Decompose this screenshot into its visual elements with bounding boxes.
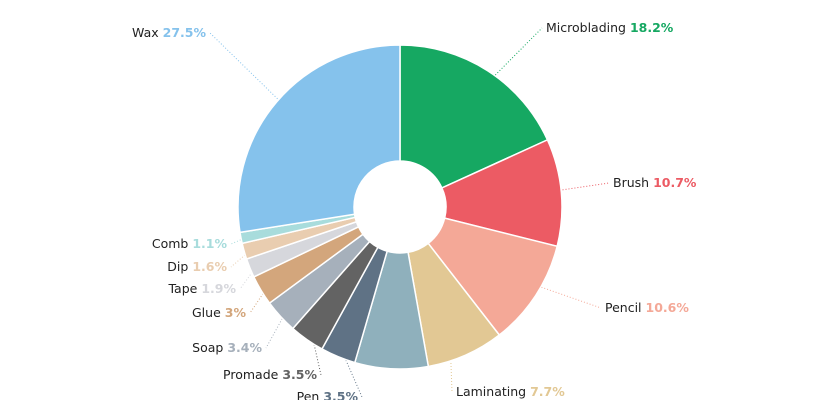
- slice: [427, 217, 559, 337]
- slice-label: Tape 1.9%: [167, 281, 236, 296]
- value-label: 10.6%: [646, 300, 690, 315]
- slice-label: Laminating 7.7%: [456, 384, 565, 399]
- value-label: 10.7%: [653, 175, 697, 190]
- category-name: Pen: [297, 389, 320, 400]
- leader-line: [265, 310, 287, 349]
- value-label: 1.1%: [192, 236, 227, 251]
- category-name: Dip: [167, 259, 188, 274]
- value-label: 18.2%: [630, 20, 674, 35]
- value-label: 3.5%: [323, 389, 358, 400]
- slice-label: Glue 3%: [192, 305, 246, 320]
- value-label: 1.6%: [192, 259, 227, 274]
- category-name: Pencil: [605, 300, 642, 315]
- slice-label: Microblading 18.2%: [546, 20, 674, 35]
- category-name: Laminating: [456, 384, 526, 399]
- slice-label: Wax 27.5%: [132, 25, 206, 40]
- slice-label: Dip 1.6%: [167, 259, 227, 274]
- value-label: 27.5%: [163, 25, 207, 40]
- slice: [440, 138, 563, 248]
- leader-line: [311, 332, 322, 376]
- value-label: 7.7%: [530, 384, 565, 399]
- category-name: Glue: [192, 305, 221, 320]
- value-label: 3%: [225, 305, 247, 320]
- slice-label: Pen 3.5%: [297, 389, 359, 400]
- value-label: 3.5%: [282, 367, 317, 382]
- category-name: Promade: [223, 367, 279, 382]
- slice-label: Brush 10.7%: [613, 175, 697, 190]
- slice-label: Comb 1.1%: [152, 236, 228, 251]
- slice: [237, 44, 401, 234]
- leader-line: [501, 272, 602, 309]
- category-name: Microblading: [546, 20, 626, 35]
- value-label: 3.4%: [227, 340, 262, 355]
- slice-label: Pencil 10.6%: [605, 300, 689, 315]
- leader-line: [239, 264, 258, 290]
- category-name: Wax: [132, 25, 159, 40]
- category-name: Comb: [152, 236, 189, 251]
- slice-label: Promade 3.5%: [223, 367, 317, 382]
- slice: [399, 44, 549, 189]
- slices: [237, 44, 563, 370]
- category-name: Soap: [192, 340, 223, 355]
- category-name: Brush: [613, 175, 649, 190]
- category-name: Tape: [167, 281, 197, 296]
- value-label: 1.9%: [201, 281, 236, 296]
- slice-label: Soap 3.4%: [192, 340, 262, 355]
